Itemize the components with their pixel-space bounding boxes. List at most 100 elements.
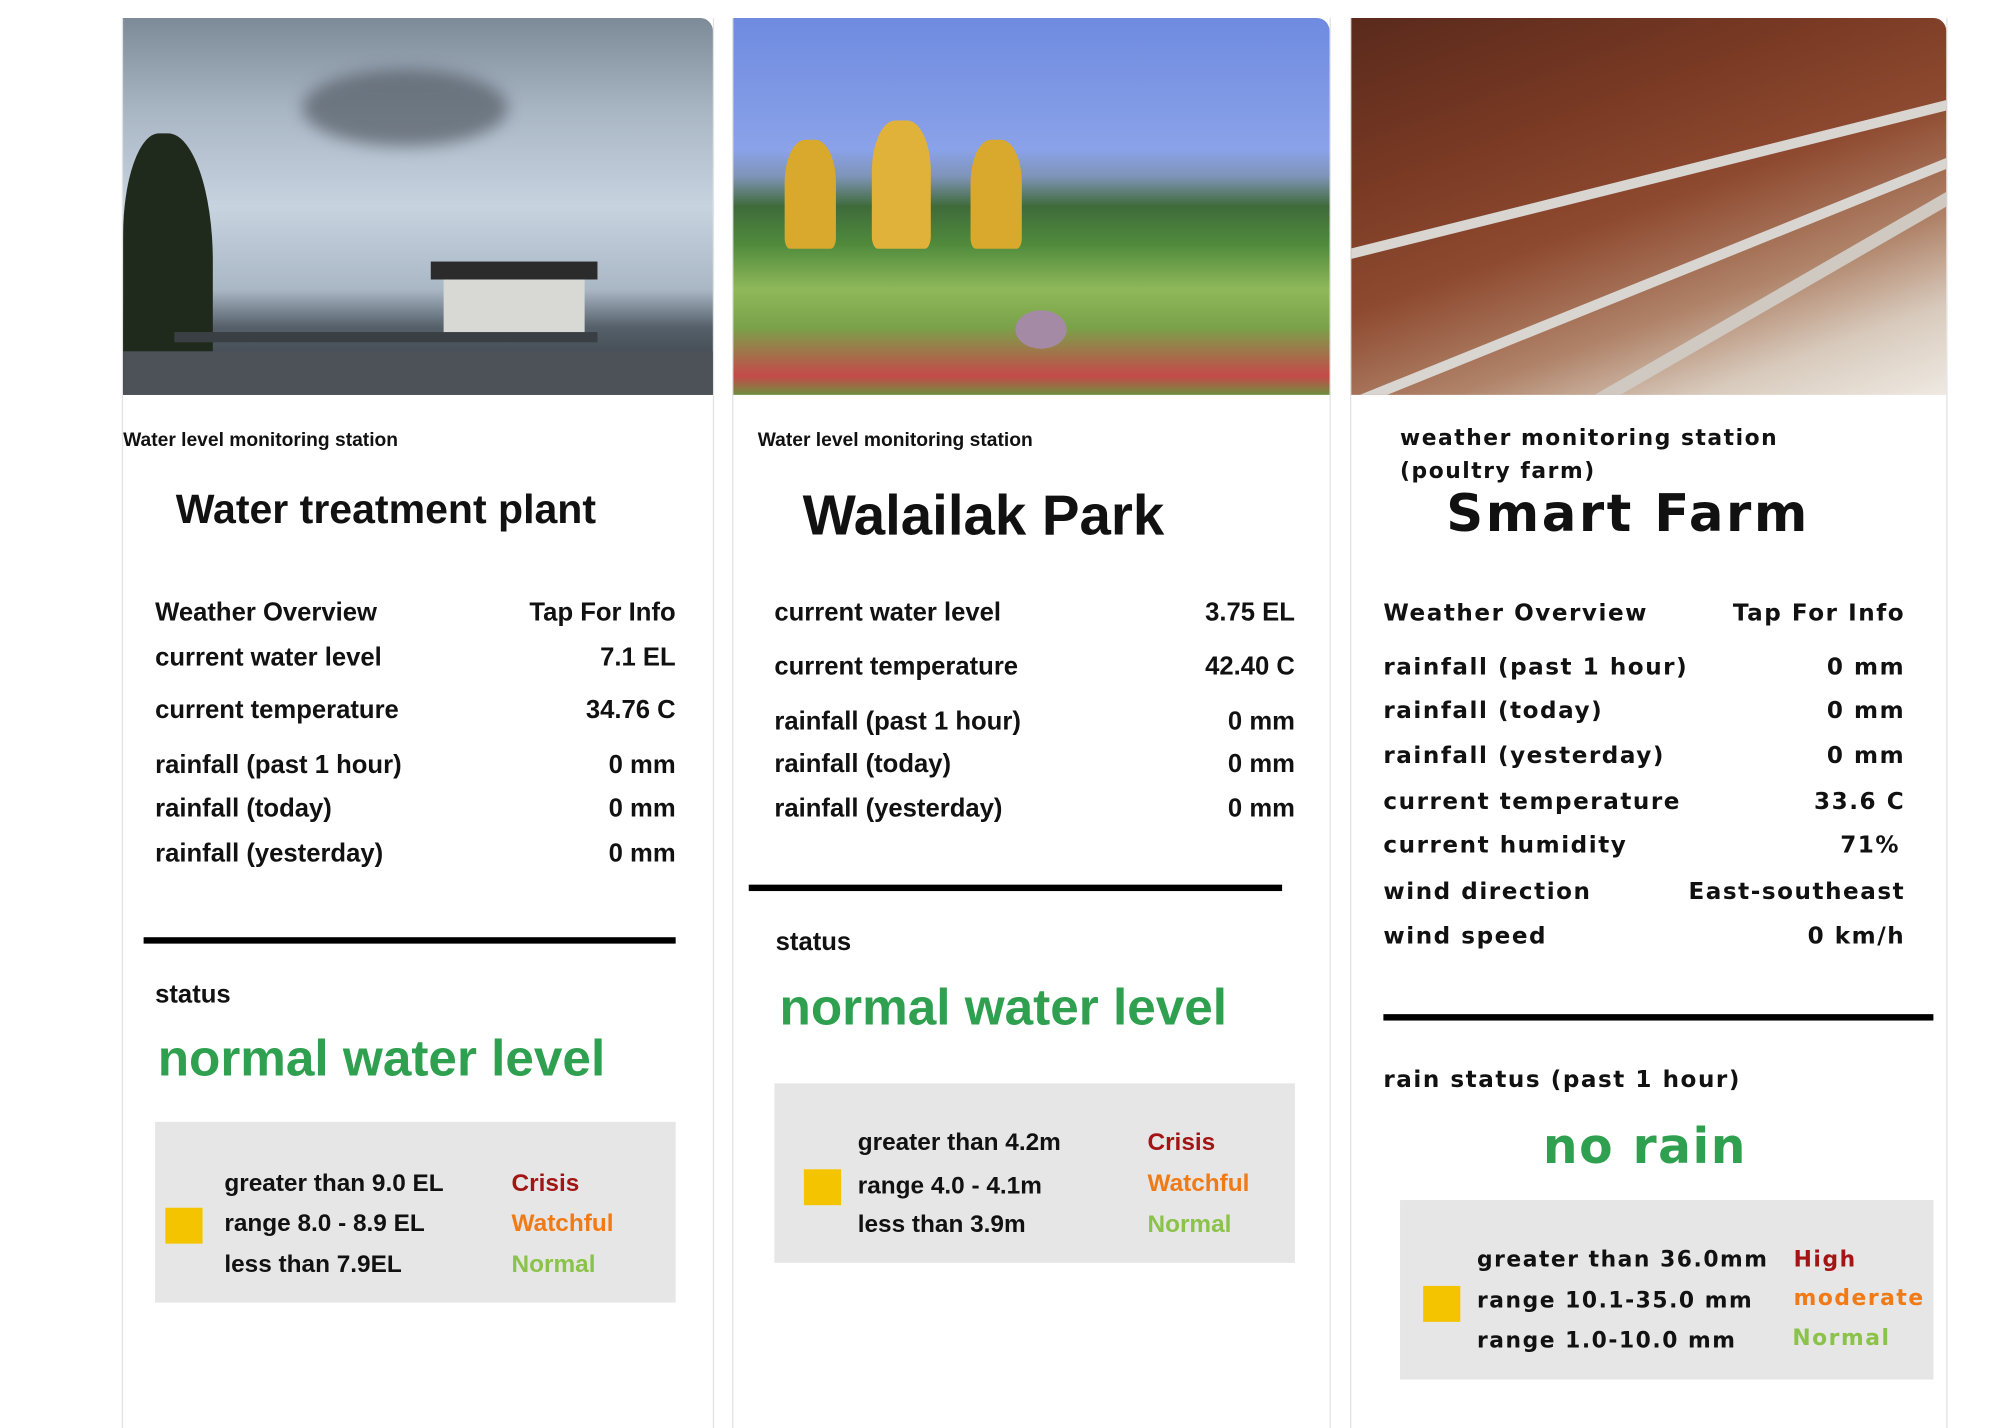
station-type: weather monitoring station (poultry farm… bbox=[1400, 422, 1778, 489]
row-value: 3.75 EL bbox=[1205, 598, 1295, 627]
data-row: rainfall (today) 0 mm bbox=[774, 750, 1295, 779]
legend-range: greater than 4.2m bbox=[857, 1129, 1061, 1157]
data-row: current humidity 71% bbox=[1383, 832, 1900, 859]
legend-level-normal: Normal bbox=[1792, 1325, 1891, 1352]
weather-overview-label: Weather Overview bbox=[155, 598, 377, 627]
divider bbox=[748, 884, 1283, 892]
row-label: current temperature bbox=[774, 652, 1019, 681]
legend-level-moderate: moderate bbox=[1793, 1285, 1925, 1312]
data-row: wind direction East-southeast bbox=[1383, 878, 1905, 905]
row-label: rainfall (past 1 hour) bbox=[774, 707, 1021, 736]
status-label: status bbox=[775, 928, 852, 957]
status-label: status bbox=[155, 980, 231, 1010]
walailak-park-photo bbox=[733, 17, 1330, 395]
station-title: Smart Farm bbox=[1446, 484, 1810, 544]
data-row: current water level 3.75 EL bbox=[774, 599, 1295, 628]
status-legend: greater than 36.0mm range 10.1-35.0 mm r… bbox=[1400, 1200, 1934, 1380]
row-label: rainfall (past 1 hour) bbox=[1383, 653, 1689, 681]
legend-range: range 1.0-10.0 mm bbox=[1476, 1328, 1737, 1354]
station-type: Water level monitoring station bbox=[123, 429, 399, 452]
row-label: rainfall (today) bbox=[155, 794, 332, 824]
row-value: 0 mm bbox=[1826, 697, 1906, 725]
row-label: current water level bbox=[155, 643, 382, 672]
divider bbox=[1383, 1014, 1934, 1021]
station-title: Water treatment plant bbox=[175, 485, 597, 533]
station-type: Water level monitoring station bbox=[757, 429, 1033, 452]
row-value: 0 mm bbox=[1826, 653, 1906, 681]
data-row: current temperature 42.40 C bbox=[774, 653, 1295, 682]
legend-level-normal: Normal bbox=[511, 1251, 596, 1279]
row-value: 0 mm bbox=[1227, 750, 1295, 779]
row-value: 0 mm bbox=[1227, 794, 1295, 824]
row-label: rainfall (yesterday) bbox=[1383, 742, 1665, 770]
row-value: 0 mm bbox=[608, 839, 676, 868]
data-row: wind speed 0 km/h bbox=[1383, 923, 1905, 950]
status-indicator bbox=[1423, 1285, 1461, 1322]
legend-level-crisis: Crisis bbox=[511, 1170, 580, 1198]
station-title: Walailak Park bbox=[802, 484, 1165, 548]
row-value: 0 mm bbox=[608, 751, 676, 780]
status-label: rain status (past 1 hour) bbox=[1383, 1066, 1741, 1094]
data-row: rainfall (yesterday) 0 mm bbox=[1383, 742, 1905, 769]
water-treatment-plant-photo bbox=[123, 17, 713, 395]
data-row: rainfall (past 1 hour) 0 mm bbox=[1383, 654, 1905, 681]
row-value: 0 mm bbox=[608, 794, 676, 824]
status-value: normal water level bbox=[779, 979, 1228, 1036]
station-card-smart-farm[interactable]: weather monitoring station (poultry farm… bbox=[1350, 17, 1948, 1428]
row-label: rainfall (yesterday) bbox=[774, 794, 1003, 824]
status-indicator bbox=[165, 1207, 203, 1244]
data-row: rainfall (yesterday) 0 mm bbox=[155, 840, 676, 869]
tap-for-info-link[interactable]: Tap For Info bbox=[1732, 600, 1906, 627]
legend-level-watchful: Watchful bbox=[1147, 1170, 1250, 1198]
row-label: rainfall (yesterday) bbox=[155, 839, 384, 868]
legend-range: less than 3.9m bbox=[857, 1211, 1026, 1239]
data-row: rainfall (past 1 hour) 0 mm bbox=[155, 751, 676, 780]
status-indicator bbox=[803, 1169, 842, 1206]
row-value: 34.76 C bbox=[585, 696, 676, 725]
row-value: 71% bbox=[1840, 832, 1901, 860]
row-value: East-southeast bbox=[1688, 878, 1906, 906]
data-row: current water level 7.1 EL bbox=[155, 644, 676, 673]
data-row: rainfall (past 1 hour) 0 mm bbox=[774, 708, 1295, 737]
status-legend: greater than 4.2m range 4.0 - 4.1m less … bbox=[774, 1083, 1295, 1263]
data-row: current temperature 33.6 C bbox=[1383, 788, 1905, 815]
legend-range: less than 7.9EL bbox=[224, 1251, 402, 1279]
weather-overview-label: Weather Overview bbox=[1383, 600, 1649, 627]
tap-for-info-link[interactable]: Tap For Info bbox=[529, 598, 676, 627]
data-row: rainfall (today) 0 mm bbox=[1383, 697, 1905, 724]
status-legend: greater than 9.0 EL range 8.0 - 8.9 EL l… bbox=[155, 1121, 676, 1303]
station-type-line: weather monitoring station bbox=[1400, 425, 1779, 452]
row-label: wind speed bbox=[1383, 923, 1548, 951]
row-label: current temperature bbox=[155, 696, 399, 725]
row-value: 0 mm bbox=[1227, 707, 1295, 736]
weather-overview-header[interactable]: Weather Overview Tap For Info bbox=[1383, 600, 1905, 627]
row-value: 0 mm bbox=[1826, 742, 1906, 770]
row-value: 42.40 C bbox=[1205, 652, 1295, 681]
legend-level-watchful: Watchful bbox=[511, 1210, 614, 1238]
row-label: current humidity bbox=[1383, 832, 1628, 860]
legend-level-normal: Normal bbox=[1147, 1211, 1232, 1239]
weather-overview-header[interactable]: Weather Overview Tap For Info bbox=[155, 599, 676, 628]
row-label: rainfall (today) bbox=[1383, 697, 1604, 725]
station-card-water-treatment[interactable]: Water level monitoring station Water tre… bbox=[121, 17, 715, 1428]
legend-level-high: High bbox=[1793, 1247, 1857, 1274]
poultry-farm-photo bbox=[1351, 17, 1947, 395]
status-value: no rain bbox=[1542, 1117, 1748, 1175]
legend-range: range 4.0 - 4.1m bbox=[857, 1173, 1042, 1201]
row-label: rainfall (past 1 hour) bbox=[155, 751, 402, 780]
station-card-walailak-park[interactable]: Water level monitoring station Walailak … bbox=[732, 17, 1331, 1428]
row-label: current water level bbox=[774, 598, 1001, 627]
row-label: rainfall (today) bbox=[774, 750, 952, 779]
legend-range: greater than 36.0mm bbox=[1476, 1247, 1769, 1274]
status-value: normal water level bbox=[157, 1030, 606, 1088]
row-label: current temperature bbox=[1383, 788, 1681, 816]
station-type-line: (poultry farm) bbox=[1400, 458, 1596, 485]
legend-range: range 8.0 - 8.9 EL bbox=[224, 1210, 425, 1238]
row-value: 7.1 EL bbox=[600, 643, 676, 672]
row-value: 33.6 C bbox=[1814, 788, 1906, 816]
data-row: rainfall (yesterday) 0 mm bbox=[774, 795, 1295, 824]
legend-range: greater than 9.0 EL bbox=[224, 1170, 444, 1198]
data-row: rainfall (today) 0 mm bbox=[155, 795, 676, 824]
divider bbox=[143, 937, 676, 944]
